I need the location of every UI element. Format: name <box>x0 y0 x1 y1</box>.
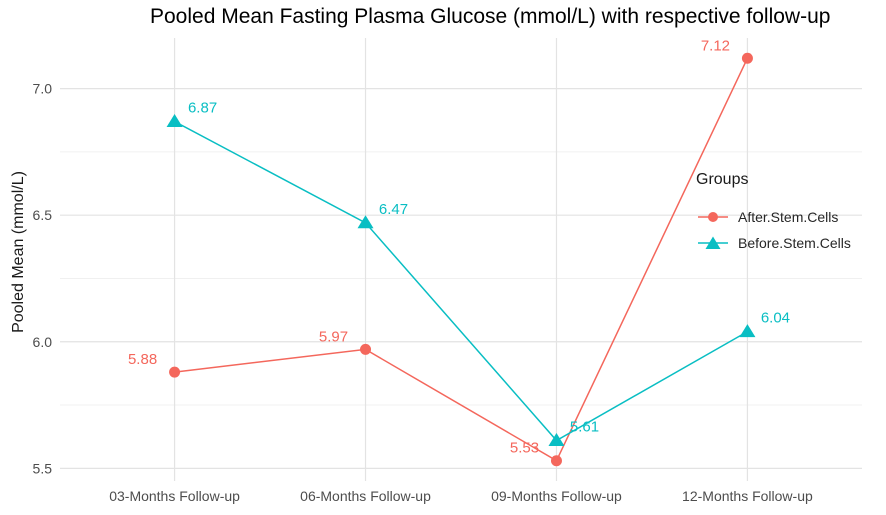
legend-items: After.Stem.Cells Before.Stem.Cells <box>696 204 851 256</box>
x-tick-label: 06-Months Follow-up <box>300 488 431 504</box>
x-tick-label: 12-Months Follow-up <box>682 488 813 504</box>
legend-item-label: After.Stem.Cells <box>738 209 839 225</box>
data-point-circle-icon <box>550 455 562 467</box>
y-tick-label: 5.5 <box>33 460 53 476</box>
x-tick-label: 09-Months Follow-up <box>491 488 622 504</box>
chart-title: Pooled Mean Fasting Plasma Glucose (mmol… <box>150 5 831 28</box>
data-point-triangle-icon <box>739 324 756 338</box>
data-point-triangle-icon <box>166 114 183 128</box>
data-point-label: 6.87 <box>188 100 217 117</box>
legend-item-label: Before.Stem.Cells <box>738 235 851 251</box>
data-point-circle-icon <box>360 343 372 355</box>
series-line-Before.Stem.Cells <box>174 120 748 442</box>
y-tick-label: 6.0 <box>33 334 53 350</box>
data-point-label: 5.53 <box>510 440 539 457</box>
data-point-triangle-icon <box>357 215 374 229</box>
data-point-triangle-icon <box>548 432 565 446</box>
data-point-label: 6.04 <box>761 310 790 327</box>
data-point-label: 6.47 <box>379 201 408 218</box>
data-point-label: 5.97 <box>319 328 348 345</box>
legend-key-circle-icon <box>698 212 728 222</box>
legend-item: Before.Stem.Cells <box>696 230 851 256</box>
data-point-label: 5.88 <box>128 351 157 368</box>
data-point-label: 5.61 <box>570 418 599 435</box>
legend: Groups After.Stem.Cells Before.Stem.Cells <box>696 170 851 256</box>
series-line-After.Stem.Cells <box>174 57 749 462</box>
legend-title: Groups <box>696 171 749 188</box>
y-tick-label: 6.5 <box>33 207 53 223</box>
x-tick-label: 03-Months Follow-up <box>109 488 240 504</box>
data-point-circle-icon <box>741 52 753 64</box>
data-point-label: 7.12 <box>701 37 730 54</box>
legend-key-triangle-icon <box>698 236 728 249</box>
data-point-circle-icon <box>169 366 181 378</box>
legend-item: After.Stem.Cells <box>696 204 851 230</box>
y-tick-label: 7.0 <box>33 81 53 97</box>
